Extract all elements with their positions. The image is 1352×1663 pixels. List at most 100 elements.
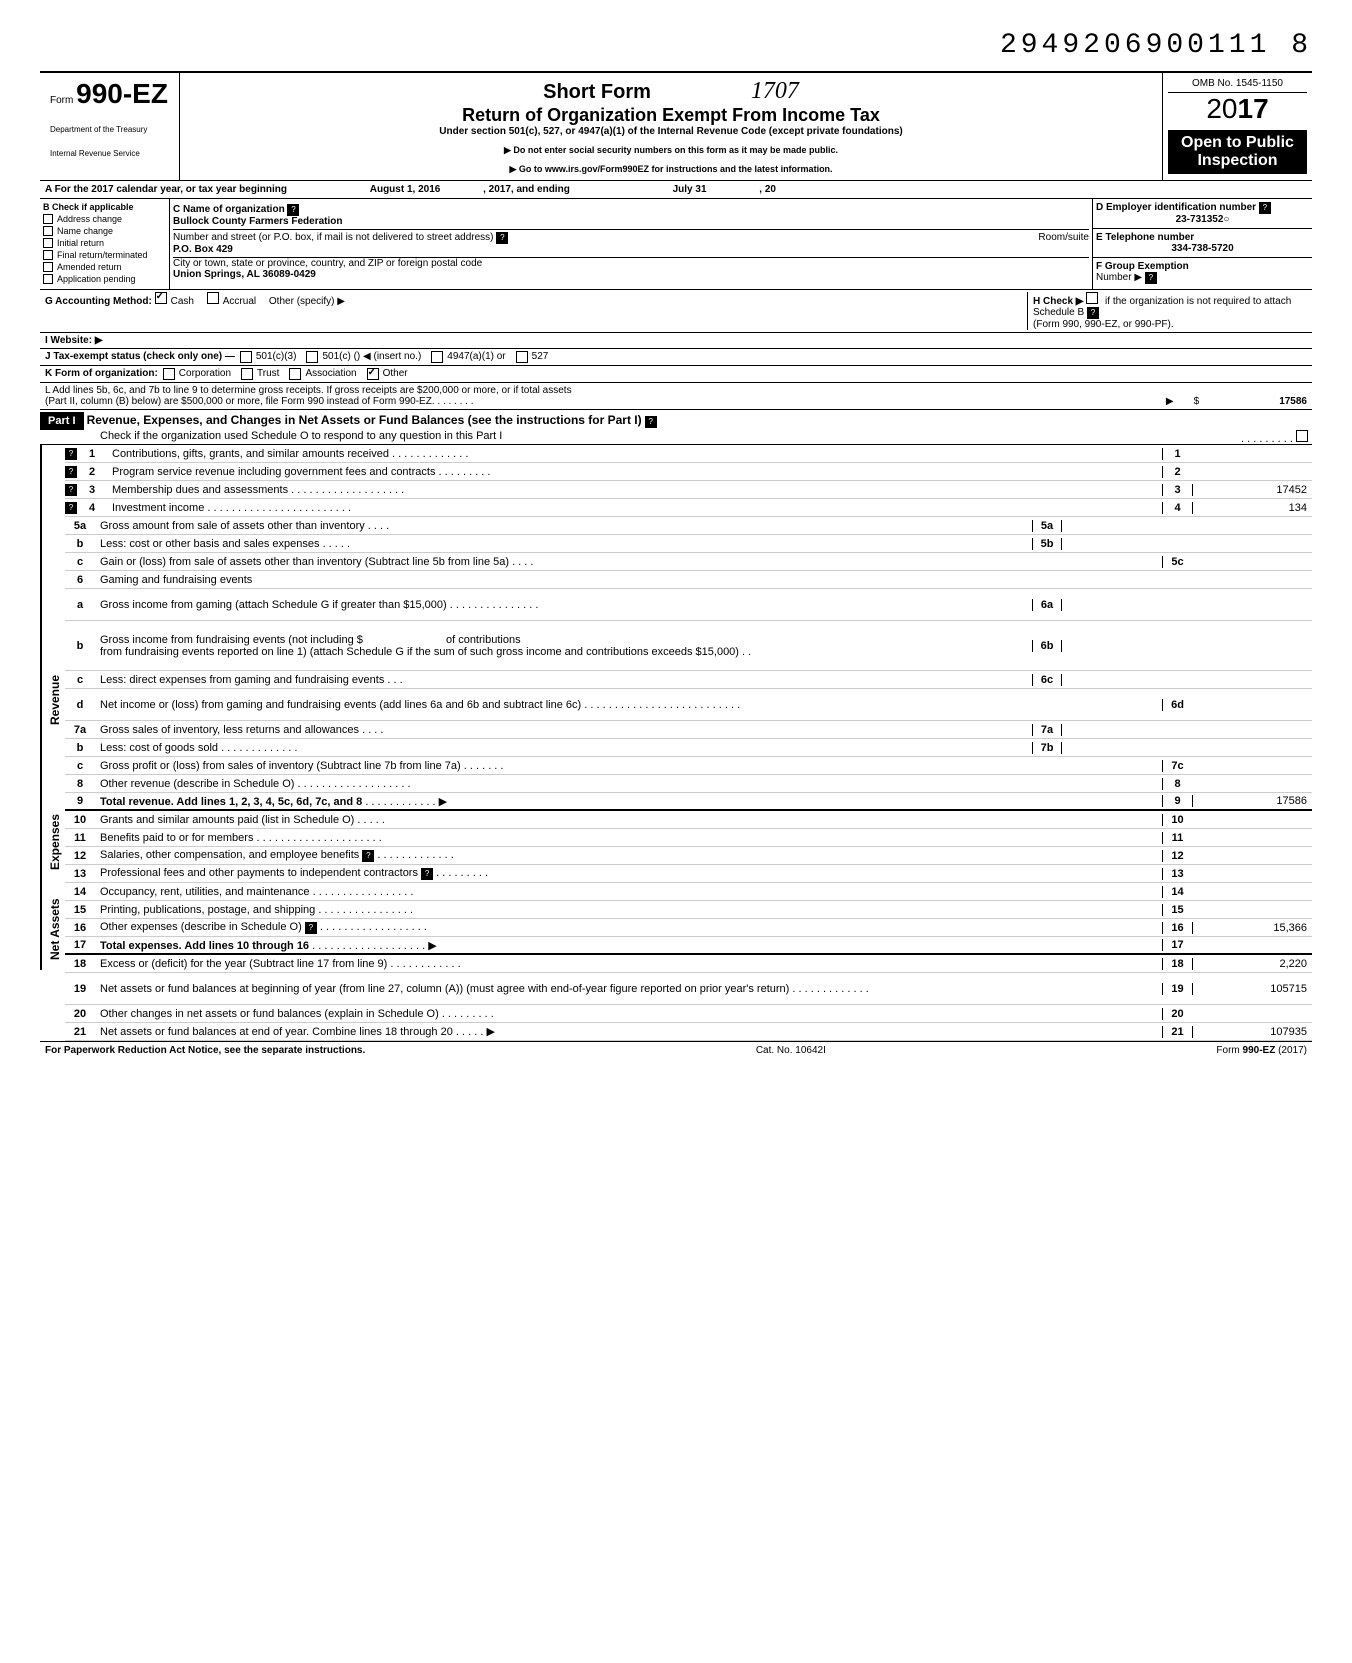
final-return-label: Final return/terminated xyxy=(57,250,148,260)
other-org-checkbox[interactable] xyxy=(367,368,379,380)
open-public: Open to Public xyxy=(1172,134,1303,152)
l-value: 17586 xyxy=(1279,396,1307,407)
info-icon: ? xyxy=(65,502,77,514)
expenses-label: Expenses xyxy=(40,735,65,880)
amended-return-label: Amended return xyxy=(57,262,122,272)
footer-left: For Paperwork Reduction Act Notice, see … xyxy=(45,1045,365,1056)
f-sub: Number ▶ xyxy=(1096,272,1142,283)
cash-checkbox[interactable] xyxy=(155,292,167,304)
revenue-label: Revenue xyxy=(40,445,65,735)
line14-desc: Occupancy, rent, utilities, and maintena… xyxy=(100,886,310,898)
goto-link: ▶ Go to www.irs.gov/Form990EZ for instru… xyxy=(185,164,1157,175)
footer-year: (2017) xyxy=(1275,1045,1307,1056)
year-prefix: 20 xyxy=(1206,93,1237,124)
line6b1-desc: Gross income from fundraising events (no… xyxy=(100,634,363,646)
4947-label: 4947(a)(1) or xyxy=(447,351,505,363)
line5c-desc: Gain or (loss) from sale of assets other… xyxy=(100,556,509,568)
other-org-label: Other xyxy=(383,368,408,380)
527-label: 527 xyxy=(532,351,549,363)
inspection: Inspection xyxy=(1172,152,1303,170)
initial-return-label: Initial return xyxy=(57,238,104,248)
line11-desc: Benefits paid to or for members xyxy=(100,832,253,844)
501c-checkbox[interactable] xyxy=(306,351,318,363)
address-change-label: Address change xyxy=(57,214,122,224)
title-section: Short Form 1707 Return of Organization E… xyxy=(180,73,1162,180)
info-icon: ? xyxy=(362,850,374,862)
d-label: D Employer identification number xyxy=(1096,202,1256,213)
info-icon: ? xyxy=(65,448,77,460)
527-checkbox[interactable] xyxy=(516,351,528,363)
insert-no: ) ◀ (insert no.) xyxy=(357,351,421,363)
line9-value: 17586 xyxy=(1192,795,1312,807)
line16-desc: Other expenses (describe in Schedule O) xyxy=(100,921,302,933)
end-month: July 31 xyxy=(673,184,707,195)
room-label: Room/suite xyxy=(1038,232,1089,243)
address-change-checkbox[interactable] xyxy=(43,214,53,224)
part1-label: Part I xyxy=(40,412,84,430)
app-pending-checkbox[interactable] xyxy=(43,274,53,284)
initial-return-checkbox[interactable] xyxy=(43,238,53,248)
accrual-checkbox[interactable] xyxy=(207,292,219,304)
row-a-mid: , 2017, and ending xyxy=(483,184,570,195)
form-body: Revenue Expenses Net Assets ?1Contributi… xyxy=(40,445,1312,1041)
year-box: OMB No. 1545-1150 2017 Open to Public In… xyxy=(1162,73,1312,180)
g-label: G Accounting Method: xyxy=(45,296,152,307)
part1-header: Part I Revenue, Expenses, and Changes in… xyxy=(40,410,1312,445)
assoc-checkbox[interactable] xyxy=(289,368,301,380)
final-return-checkbox[interactable] xyxy=(43,250,53,260)
document-number: 2949206900111 8 xyxy=(40,30,1312,61)
irs-text: Internal Revenue Service xyxy=(50,149,169,158)
footer-mid: Cat. No. 10642I xyxy=(756,1045,826,1056)
trust-checkbox[interactable] xyxy=(241,368,253,380)
other-method-label: Other (specify) ▶ xyxy=(269,296,345,307)
line10-desc: Grants and similar amounts paid (list in… xyxy=(100,814,354,826)
l-text1: L Add lines 5b, 6c, and 7b to line 9 to … xyxy=(45,385,1307,396)
501c3-label: 501(c)(3) xyxy=(256,351,297,363)
begin-date: August 1, 2016 xyxy=(370,184,441,195)
501c3-checkbox[interactable] xyxy=(240,351,252,363)
ssn-warning: ▶ Do not enter social security numbers o… xyxy=(185,145,1157,156)
line5b-desc: Less: cost or other basis and sales expe… xyxy=(100,538,320,550)
i-label: I Website: ▶ xyxy=(45,335,103,346)
assoc-label: Association xyxy=(305,368,356,380)
amended-return-checkbox[interactable] xyxy=(43,262,53,272)
line7c-desc: Gross profit or (loss) from sales of inv… xyxy=(100,760,461,772)
line8-desc: Other revenue (describe in Schedule O) xyxy=(100,778,294,790)
line19-value: 105715 xyxy=(1192,983,1312,995)
part1-check-text: Check if the organization used Schedule … xyxy=(100,430,502,442)
line16-value: 15,366 xyxy=(1192,922,1312,934)
info-icon: ? xyxy=(65,484,77,496)
part1-title: Revenue, Expenses, and Changes in Net As… xyxy=(87,413,642,427)
city-label: City or town, state or province, country… xyxy=(173,258,482,269)
org-name: Bullock County Farmers Federation xyxy=(173,216,1089,227)
side-labels: Revenue Expenses Net Assets xyxy=(40,445,65,1041)
main-info-section: B Check if applicable Address change Nam… xyxy=(40,199,1312,290)
part1-checkbox[interactable] xyxy=(1296,430,1308,442)
corp-checkbox[interactable] xyxy=(163,368,175,380)
info-icon: ? xyxy=(1145,272,1157,284)
h-checkbox[interactable] xyxy=(1086,292,1098,304)
cash-label: Cash xyxy=(171,296,194,307)
line18-value: 2,220 xyxy=(1192,958,1312,970)
year-bold: 17 xyxy=(1238,93,1269,124)
row-j: J Tax-exempt status (check only one) — 5… xyxy=(40,349,1312,366)
info-icon: ? xyxy=(65,466,77,478)
line6b2-desc: of contributions xyxy=(446,634,521,646)
line6a-desc: Gross income from gaming (attach Schedul… xyxy=(100,599,447,611)
line6b3-desc: from fundraising events reported on line… xyxy=(100,646,739,658)
org-city: Union Springs, AL 36089-0429 xyxy=(173,269,1089,280)
j-label: J Tax-exempt status (check only one) — xyxy=(45,351,235,363)
h-sub: (Form 990, 990-EZ, or 990-PF). xyxy=(1033,319,1307,330)
line7b-desc: Less: cost of goods sold xyxy=(100,742,218,754)
form-num: 990-EZ xyxy=(76,78,168,109)
info-icon: ? xyxy=(496,232,508,244)
4947-checkbox[interactable] xyxy=(431,351,443,363)
line21-value: 107935 xyxy=(1192,1026,1312,1038)
right-section: D Employer identification number ? 23-73… xyxy=(1092,199,1312,289)
row-g-h: G Accounting Method: Cash Accrual Other … xyxy=(40,290,1312,333)
info-icon: ? xyxy=(1259,202,1271,214)
end-year: , 20 xyxy=(759,184,776,195)
line12-desc: Salaries, other compensation, and employ… xyxy=(100,849,359,861)
name-change-checkbox[interactable] xyxy=(43,226,53,236)
form-prefix: Form xyxy=(50,95,73,106)
